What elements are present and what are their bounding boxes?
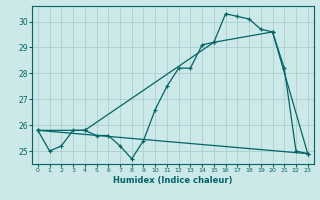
X-axis label: Humidex (Indice chaleur): Humidex (Indice chaleur) [113,176,233,185]
